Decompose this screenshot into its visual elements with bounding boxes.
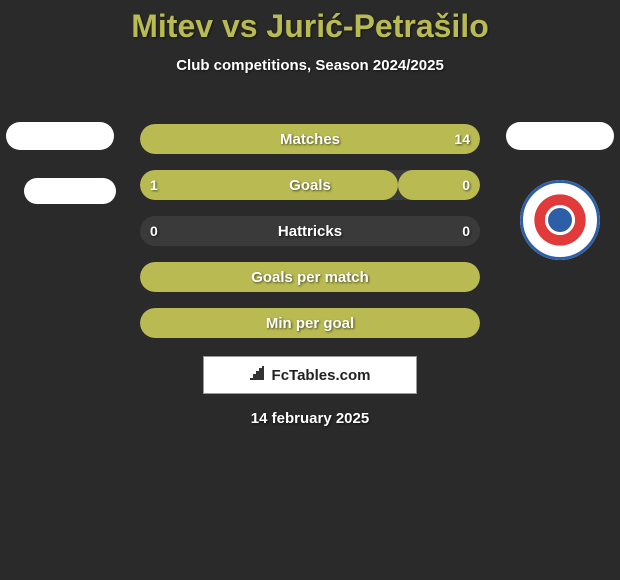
stat-label: Matches	[140, 131, 480, 148]
stats-container: Matches 14 1 Goals 0 0 Hattricks 0 Goals…	[140, 124, 480, 354]
stat-row-hattricks: 0 Hattricks 0	[140, 216, 480, 246]
stat-val-right: 0	[462, 177, 470, 193]
date-label: 14 february 2025	[0, 410, 620, 427]
brand-label: FcTables.com	[272, 367, 371, 384]
page-title: Mitev vs Jurić-Petrašilo	[0, 0, 620, 45]
player2-avatar	[506, 122, 614, 150]
chart-icon	[250, 366, 268, 385]
stat-row-mpg: Min per goal	[140, 308, 480, 338]
stat-label: Hattricks	[140, 223, 480, 240]
stat-row-matches: Matches 14	[140, 124, 480, 154]
stat-row-gpm: Goals per match	[140, 262, 480, 292]
stat-label: Min per goal	[140, 315, 480, 332]
player1-avatar	[6, 122, 114, 150]
stat-val-right: 14	[454, 131, 470, 147]
stat-label: Goals	[140, 177, 480, 194]
player1-club-logo	[24, 178, 116, 204]
stat-label: Goals per match	[140, 269, 480, 286]
brand-footer[interactable]: FcTables.com	[203, 356, 417, 394]
player2-club-logo	[520, 180, 600, 260]
stat-val-right: 0	[462, 223, 470, 239]
stat-row-goals: 1 Goals 0	[140, 170, 480, 200]
page-subtitle: Club competitions, Season 2024/2025	[0, 57, 620, 74]
